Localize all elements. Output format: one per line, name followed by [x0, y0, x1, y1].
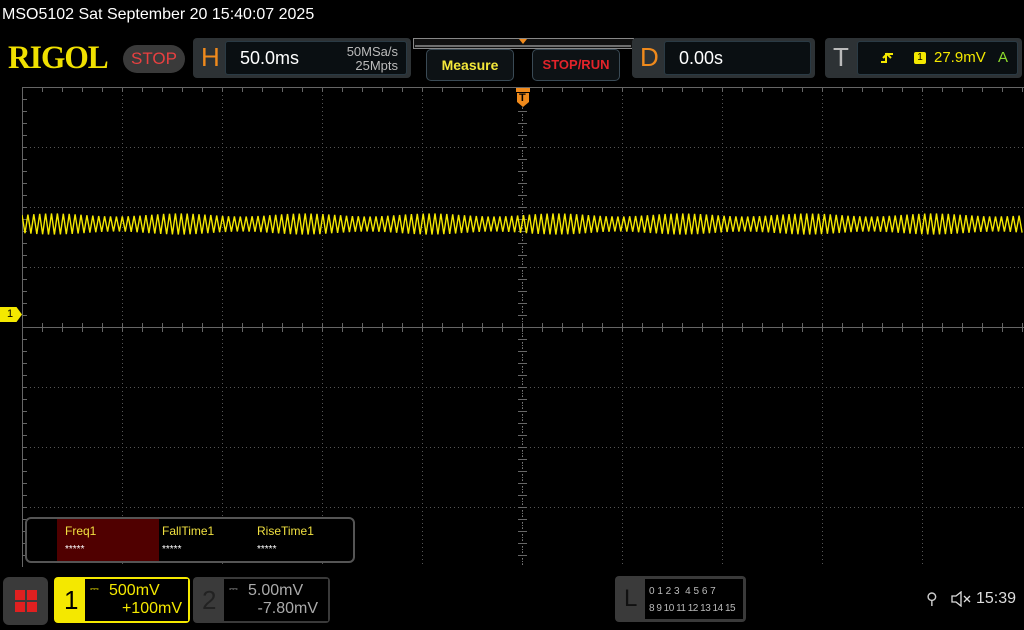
window-title: MSO5102 Sat September 20 15:40:07 2025: [2, 6, 315, 23]
trigger-marker-label: T: [519, 92, 526, 104]
measurement-name: RiseTime1: [257, 524, 314, 538]
graticule: [22, 87, 1024, 567]
status-clock: 15:39: [976, 590, 1017, 607]
trigger-mode: A: [998, 49, 1009, 66]
logic-label: L: [624, 585, 638, 612]
logic-channels-8-15: 8 9 10 11 12 13 14 15: [649, 603, 736, 614]
trigger-panel[interactable]: T 1 27.9mV A: [825, 38, 1022, 78]
trigger-source: 1: [914, 52, 926, 64]
overview-trigger-marker: [519, 39, 527, 44]
logic-panel[interactable]: L 0 1 2 3 4 5 6 7 8 9 10 11 12 13 14 15: [615, 576, 746, 622]
horizontal-label: H: [201, 42, 220, 72]
speaker-muted-icon[interactable]: [951, 591, 973, 607]
channel1-number: 1: [64, 585, 79, 615]
dc-coupling-icon: ⎓: [90, 583, 99, 595]
measurement-value: *****: [162, 544, 182, 555]
measurement-value: *****: [257, 544, 277, 555]
trigger-label: T: [833, 42, 849, 72]
channel2-scale: 5.00mV: [248, 582, 304, 599]
rigol-logo: RIGOL: [8, 40, 109, 76]
delay-value: 0.00s: [679, 48, 724, 68]
channel2-offset: -7.80mV: [257, 600, 318, 617]
measurement-panel: Freq1 ***** FallTime1 ***** RiseTime1 **…: [25, 517, 355, 563]
delay-label: D: [640, 42, 659, 72]
measurement-falltime1[interactable]: FallTime1 *****: [154, 519, 249, 561]
measurement-value: *****: [65, 544, 85, 555]
timebase-value: 50.0ms: [240, 48, 300, 68]
stop-run-button[interactable]: STOP/RUN: [532, 49, 620, 81]
channel1-panel[interactable]: 1 ⎓ 500mV +100mV: [54, 577, 190, 623]
measurement-freq1[interactable]: Freq1 *****: [57, 519, 159, 561]
memory-depth: 25Mpts: [355, 58, 398, 73]
channel1-trace: [22, 213, 1023, 235]
grid-menu-icon: [15, 590, 37, 612]
usb-icon: ⚲: [926, 591, 938, 608]
run-state-badge[interactable]: STOP: [123, 45, 185, 73]
channel2-number: 2: [202, 585, 217, 615]
rising-edge-icon: [881, 52, 893, 63]
measurement-risetime1[interactable]: RiseTime1 *****: [249, 519, 344, 561]
logic-channels-0-7: 0 1 2 3 4 5 6 7: [649, 586, 716, 597]
channel1-offset: +100mV: [121, 600, 182, 617]
delay-panel[interactable]: D 0.00s: [632, 38, 815, 78]
measurement-name: FallTime1: [162, 524, 215, 538]
sample-rate: 50MSa/s: [346, 44, 398, 59]
dc-coupling-icon: ⎓: [229, 583, 238, 595]
measurement-name: Freq1: [65, 524, 97, 538]
main-menu-button[interactable]: [3, 577, 48, 625]
trigger-level: 27.9mV: [934, 49, 986, 66]
trigger-position-marker[interactable]: T: [515, 88, 531, 108]
channel1-scale: 500mV: [109, 582, 160, 599]
channel2-panel[interactable]: 2 ⎓ 5.00mV -7.80mV: [193, 577, 330, 623]
measure-button[interactable]: Measure: [426, 49, 514, 81]
horizontal-panel[interactable]: H 50.0ms 50MSa/s 25Mpts: [193, 38, 411, 78]
channel1-offset-marker[interactable]: 1: [0, 307, 22, 322]
waveform-grid[interactable]: [22, 87, 1024, 567]
